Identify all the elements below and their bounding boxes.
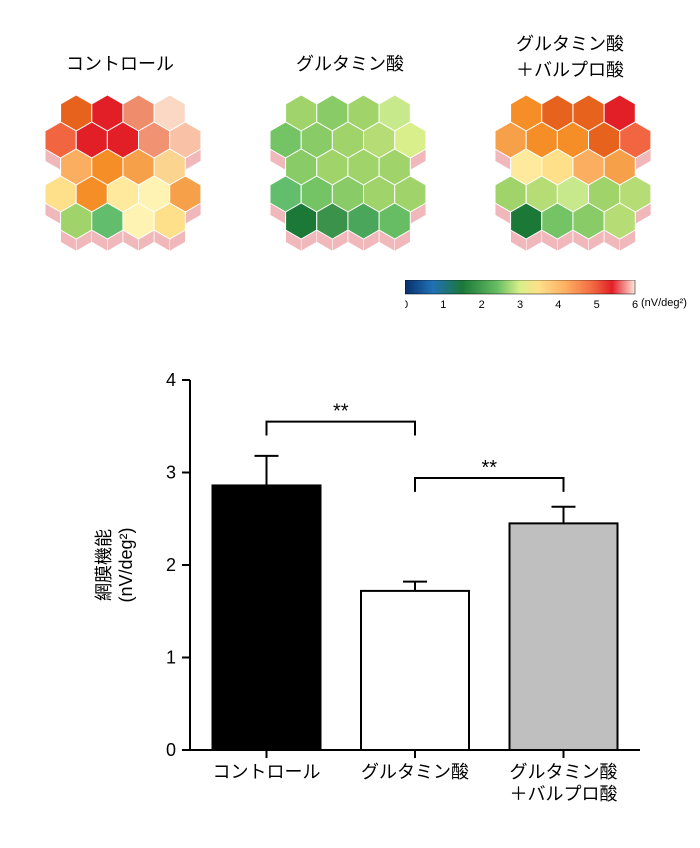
colorbar: 0 1 2 3 4 5 6(nV/deg²) — [405, 280, 700, 324]
hexmap-panel: コントロールグルタミン酸グルタミン酸＋バルプロ酸0123456(nV/deg²) — [0, 20, 700, 300]
colorbar-tick: 3 — [517, 299, 523, 311]
colorbar-tick: 5 — [594, 299, 600, 311]
hexmap-title: コントロール — [40, 50, 200, 76]
colorbar-tick: 4 — [555, 299, 561, 311]
colorbar-gradient — [405, 280, 635, 294]
hexmap-title: グルタミン酸＋バルプロ酸 — [490, 30, 650, 82]
significance-bracket — [267, 422, 416, 436]
significance-bracket — [415, 478, 564, 492]
y-tick-label: 1 — [166, 648, 176, 668]
y-tick-label: 3 — [166, 463, 176, 483]
hexmap — [35, 85, 211, 252]
bar — [510, 523, 618, 750]
significance-label: ** — [333, 401, 349, 423]
hexmap — [260, 85, 436, 252]
hexmap — [485, 85, 661, 252]
barchart-panel: 0 1 2 3 4 網膜機能(nV/deg²) コントロール グルタミン酸 グルタミン酸＋バルプ… — [60, 340, 660, 830]
y-axis-label: 網膜機能(nV/deg²) — [94, 527, 136, 602]
y-tick-label: 4 — [166, 370, 176, 390]
colorbar-unit: (nV/deg²) — [641, 297, 687, 309]
x-tick-label: グルタミン酸 — [361, 762, 469, 782]
x-tick-label: コントロール — [213, 762, 321, 782]
bar — [213, 485, 321, 750]
colorbar-tick: 2 — [479, 299, 485, 311]
colorbar-tick: 6 — [632, 299, 638, 311]
barchart: 0 1 2 3 4 網膜機能(nV/deg²) コントロール グルタミン酸 グルタミン酸＋バルプ… — [60, 340, 660, 830]
x-tick-label: グルタミン酸＋バルプロ酸 — [510, 762, 618, 804]
colorbar-tick: 0 — [405, 299, 408, 311]
bar — [361, 591, 469, 750]
significance-label: ** — [481, 457, 497, 479]
y-tick-label: 2 — [166, 555, 176, 575]
y-tick-label: 0 — [166, 740, 176, 760]
colorbar-tick: 1 — [440, 299, 446, 311]
hexmap-title: グルタミン酸 — [270, 50, 430, 76]
